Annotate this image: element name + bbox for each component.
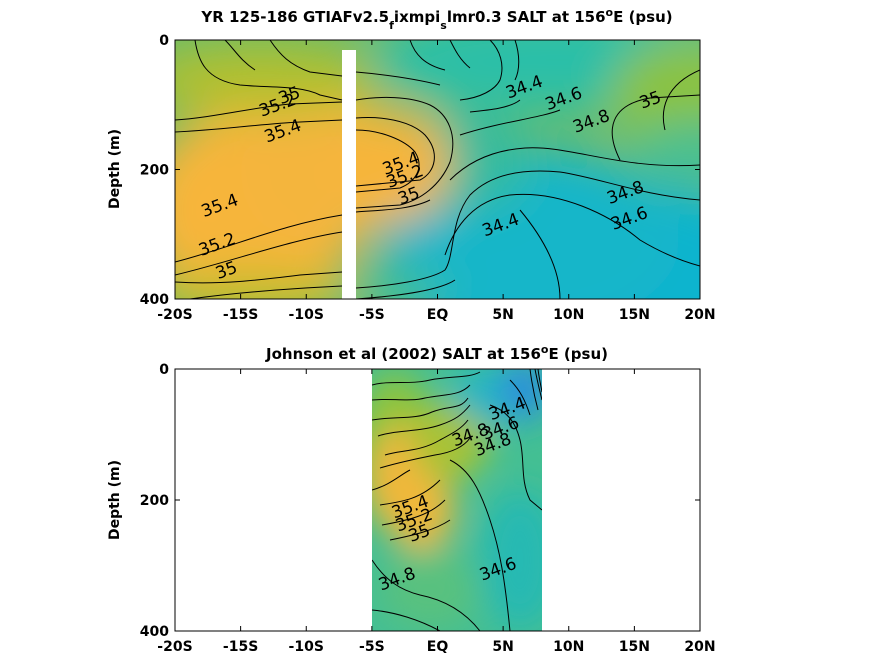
x-tick-label: EQ: [427, 639, 449, 655]
y-tick-label: 400: [140, 292, 169, 308]
x-tick-label: -10S: [289, 307, 324, 323]
x-tick-label: 15N: [619, 639, 650, 655]
no-data-gap: [342, 50, 356, 299]
bottom-ylabel: Depth (m): [107, 460, 123, 540]
top-ticks: -20S -15S -10S -5S EQ 5N 10N 15N 20N 0 200 400: [140, 33, 716, 323]
x-tick-label: -20S: [157, 639, 192, 655]
y-tick-label: 0: [159, 33, 169, 49]
top-heatmap: 34.434.634.8353535.235.435.435.23535.435…: [175, 40, 700, 299]
y-tick-label: 200: [140, 163, 169, 179]
bottom-panel: Johnson et al (2002) SALT at 156oE (psu): [107, 343, 716, 655]
x-tick-label: 10N: [553, 639, 584, 655]
x-tick-label: 20N: [684, 307, 715, 323]
x-tick-label: 15N: [619, 307, 650, 323]
top-panel: YR 125-186 GTIAFv2.5fixmpislmr0.3 SALT a…: [107, 6, 716, 323]
x-tick-label: EQ: [427, 307, 449, 323]
bottom-ticks: -20S -15S -10S -5S EQ 5N 10N 15N 20N 0 200 400: [140, 362, 716, 655]
top-ylabel: Depth (m): [107, 129, 123, 209]
x-tick-label: 5N: [492, 307, 513, 323]
x-tick-label: -10S: [289, 639, 324, 655]
bottom-title: Johnson et al (2002) SALT at 156oE (psu): [265, 343, 608, 363]
x-tick-label: -5S: [359, 307, 385, 323]
y-tick-label: 400: [140, 624, 169, 640]
x-tick-label: -5S: [359, 639, 385, 655]
top-title: YR 125-186 GTIAFv2.5fixmpislmr0.3 SALT a…: [200, 6, 672, 32]
x-tick-label: -15S: [223, 307, 258, 323]
x-tick-label: -20S: [157, 307, 192, 323]
x-tick-label: 5N: [492, 639, 513, 655]
x-tick-label: 20N: [684, 639, 715, 655]
y-tick-label: 200: [140, 493, 169, 509]
y-tick-label: 0: [159, 362, 169, 378]
bottom-contours: [372, 369, 542, 631]
x-tick-label: -15S: [223, 639, 258, 655]
x-tick-label: 10N: [553, 307, 584, 323]
top-contours: [175, 40, 700, 299]
